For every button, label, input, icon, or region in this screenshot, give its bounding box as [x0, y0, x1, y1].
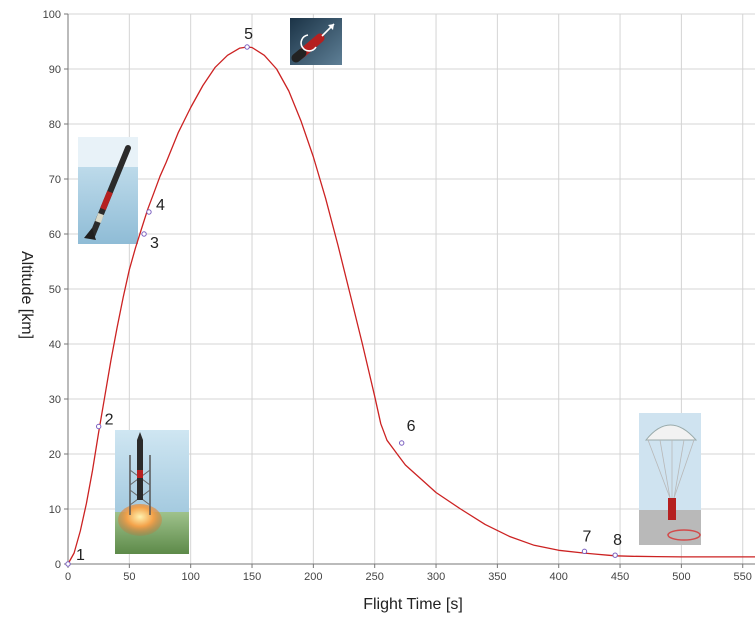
y-tick-label: 70	[49, 174, 61, 186]
x-tick-label: 0	[65, 571, 71, 583]
x-tick-label: 450	[611, 571, 629, 583]
parachute-landing-image	[639, 413, 701, 545]
y-tick-label: 20	[49, 449, 61, 461]
event-label: 1	[76, 547, 85, 564]
event-marker	[399, 441, 403, 445]
event-marker	[147, 210, 151, 214]
event-marker	[613, 553, 617, 557]
y-tick-label: 40	[49, 339, 61, 351]
y-tick-label: 90	[49, 64, 61, 76]
y-tick-label: 80	[49, 119, 61, 131]
x-tick-label: 200	[304, 571, 322, 583]
y-tick-label: 30	[49, 394, 61, 406]
event-marker	[96, 424, 100, 428]
event-marker	[582, 549, 586, 553]
x-tick-label: 100	[181, 571, 199, 583]
event-label: 2	[105, 412, 114, 429]
event-label: 5	[244, 26, 253, 43]
event-label: 6	[407, 418, 416, 435]
event-marker	[245, 45, 249, 49]
x-tick-label: 350	[488, 571, 506, 583]
event-label: 8	[613, 532, 622, 549]
y-tick-label: 100	[43, 9, 61, 21]
y-axis-title: Altitude [km]	[18, 251, 35, 339]
event-label: 4	[156, 197, 165, 214]
event-marker	[66, 562, 70, 566]
payload-separation-image	[290, 18, 342, 65]
y-tick-label: 50	[49, 284, 61, 296]
x-tick-label: 400	[550, 571, 568, 583]
x-axis-title: Flight Time [s]	[363, 596, 463, 613]
y-tick-label: 60	[49, 229, 61, 241]
x-tick-label: 250	[366, 571, 384, 583]
rocket-launch-pad-image	[115, 430, 189, 554]
x-tick-label: 300	[427, 571, 445, 583]
y-tick-label: 0	[55, 559, 61, 571]
event-label: 7	[582, 528, 591, 545]
event-marker	[142, 232, 146, 236]
y-tick-label: 10	[49, 504, 61, 516]
rocket-ascent-image	[78, 137, 138, 244]
x-tick-label: 150	[243, 571, 261, 583]
x-tick-label: 550	[734, 571, 752, 583]
x-tick-label: 50	[123, 571, 135, 583]
event-label: 3	[150, 235, 159, 252]
x-tick-label: 500	[672, 571, 690, 583]
